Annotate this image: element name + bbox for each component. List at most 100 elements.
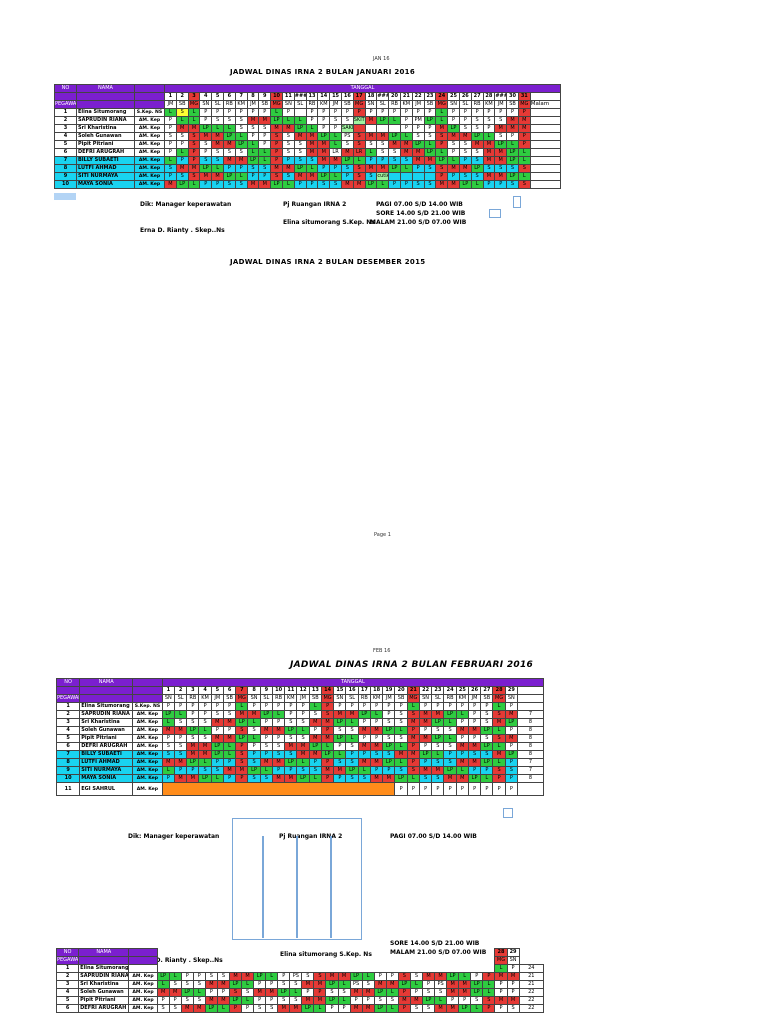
shift-cell: P — [234, 164, 248, 173]
shift-cell: L — [345, 718, 359, 727]
shift-cell: S — [504, 766, 518, 775]
shift-cell: M — [313, 996, 327, 1005]
shift-cell: LP — [325, 996, 339, 1005]
shift-cell: L — [271, 710, 286, 719]
shift-cell: P — [482, 124, 496, 133]
shift-cell: L — [455, 766, 469, 775]
shift-cell: P — [247, 750, 261, 759]
shift-cell: M — [517, 116, 531, 125]
shift-cell: S — [435, 164, 449, 173]
shift-cell: LP — [480, 742, 494, 751]
row-number: 6 — [55, 1004, 80, 1013]
shift-cell: S — [199, 140, 213, 149]
day-number: 14 — [317, 92, 331, 101]
row-total — [529, 148, 562, 157]
feb-pagi-label: PAGI 07.00 S/D 14.00 WIB — [390, 833, 477, 840]
row-number: 8 — [54, 164, 77, 173]
shift-cell: M — [447, 132, 460, 141]
day-number: 14 — [320, 686, 335, 695]
shift-cell: P — [411, 124, 425, 133]
shift-cell: L — [320, 742, 335, 751]
shift-cell: S — [458, 140, 472, 149]
shift-cell: S — [517, 164, 531, 173]
row-number: 5 — [55, 734, 81, 743]
col-no-header: NO — [54, 84, 77, 93]
shift-cell: L — [443, 718, 457, 727]
shift-cell: S — [246, 124, 260, 133]
shift-cell: S — [361, 980, 375, 989]
shift-cell: S — [373, 996, 387, 1005]
jan-selected-cell — [54, 193, 76, 200]
shift-cell: M — [305, 148, 319, 157]
row-number: 10 — [55, 774, 81, 783]
shift-cell: M — [397, 996, 411, 1005]
shift-cell: M — [458, 988, 472, 997]
shift-cell: P — [418, 702, 433, 711]
shift-cell: S — [394, 718, 408, 727]
shift-cell: P — [418, 742, 433, 751]
staff-position: S.Kep. NS — [134, 108, 165, 117]
staff-name: SAPRUDIN RIANA — [76, 116, 135, 125]
shift-cell: P — [173, 702, 188, 711]
shift-cell: P — [397, 1004, 411, 1013]
col-nama-header: NAMA — [76, 84, 135, 93]
staff-name: Elina Situmorang — [76, 108, 135, 117]
day-name: SB — [258, 100, 272, 109]
shift-cell: M — [423, 156, 437, 165]
shift-cell: L — [265, 972, 279, 981]
row-number: 11 — [55, 782, 81, 796]
shift-cell: L — [385, 1004, 399, 1013]
day-name: RB — [186, 694, 200, 703]
day-number: ### — [376, 92, 390, 101]
table-row: 3 Sri Kharistina AM. Kep L S S S M M LP L P P S S M M LP L… — [55, 980, 545, 989]
shift-cell: M — [504, 710, 518, 719]
shift-cell: S — [470, 148, 484, 157]
shift-cell: S — [364, 140, 378, 149]
shift-cell: P — [399, 108, 413, 117]
shift-cell: S — [281, 140, 295, 149]
shift-cell: S — [308, 710, 322, 719]
day-name: SL — [458, 100, 472, 109]
row-total — [529, 124, 562, 133]
shift-cell: P — [517, 108, 531, 117]
shift-cell: LP — [293, 164, 307, 173]
col-tanggal-header: TANGGAL — [164, 84, 561, 93]
shift-cell: S — [376, 148, 390, 157]
shift-cell: S — [270, 172, 283, 181]
row-number: 6 — [54, 148, 77, 157]
day-name: RB — [271, 694, 286, 703]
shift-cell: L — [406, 702, 420, 711]
shift-cell: S — [265, 1004, 279, 1013]
shift-cell: S — [247, 726, 261, 735]
shift-cell: M — [431, 766, 445, 775]
shift-cell: L — [289, 988, 303, 997]
day-number: 15 — [333, 686, 347, 695]
shift-cell: M — [446, 980, 460, 989]
shift-cell: PS — [349, 980, 363, 989]
shift-cell: P — [210, 726, 224, 735]
day-number: 5 — [211, 92, 224, 101]
shift-cell: P — [345, 702, 359, 711]
shift-cell: S — [296, 734, 310, 743]
shift-cell: P — [235, 742, 249, 751]
shift-cell: LP — [204, 1004, 218, 1013]
staff-name: Pipit Pitriani — [79, 734, 134, 743]
shift-cell: S — [385, 996, 399, 1005]
feb-dik-label: Dik: Manager keperawatan — [128, 833, 220, 840]
shift-cell: S — [180, 980, 194, 989]
shift-cell: S — [397, 972, 411, 981]
shift-cell: S — [180, 996, 194, 1005]
day-name: SN — [333, 694, 347, 703]
shift-cell: M — [186, 750, 200, 759]
day-name: RB — [443, 694, 457, 703]
shift-cell: P — [222, 108, 236, 117]
day-number: 29 — [506, 948, 520, 957]
shift-cell: P — [198, 710, 212, 719]
shift-cell: S — [345, 758, 359, 767]
shift-cell: S — [458, 172, 472, 181]
shift-cell: P — [517, 132, 531, 141]
table-row: 9 SITI NURMAYA AM. Kep L P P S S M M LP L P P S S M M LP L P… — [55, 766, 545, 775]
shift-cell: L — [517, 156, 531, 165]
shift-cell: L — [305, 164, 319, 173]
shift-cell: S — [211, 156, 224, 165]
